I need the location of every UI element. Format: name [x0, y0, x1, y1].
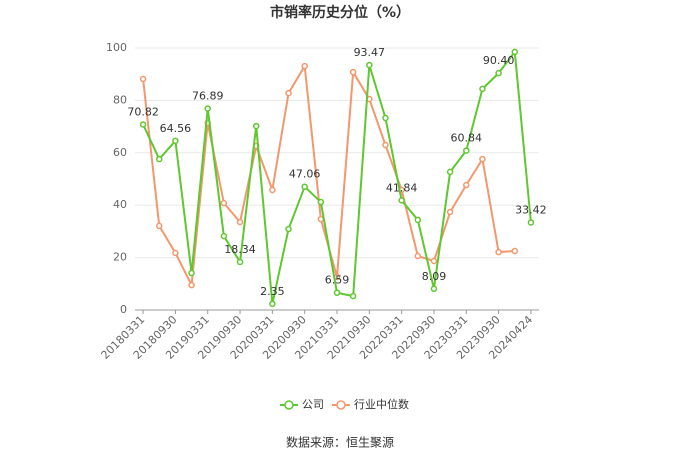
point — [155, 222, 163, 230]
point — [495, 69, 502, 77]
legend-label: 行业中位数 — [354, 397, 409, 411]
point — [236, 218, 244, 226]
value-label: 47.06 — [289, 168, 321, 181]
value-label: 76.89 — [192, 90, 224, 103]
y-tick-label: 80 — [113, 93, 127, 106]
point — [269, 186, 276, 194]
point — [349, 292, 357, 300]
point — [446, 168, 454, 176]
legend-label: 公司 — [302, 398, 324, 411]
point — [317, 198, 325, 206]
point — [446, 208, 454, 216]
value-label: 64.56 — [160, 122, 192, 135]
point — [366, 61, 373, 69]
point — [414, 252, 422, 260]
point — [155, 155, 163, 163]
point — [139, 121, 147, 128]
source: 数据来源：恒生聚源 — [286, 435, 394, 450]
point — [220, 232, 228, 240]
point — [188, 281, 195, 289]
chart-title: 市销率历史分位（%） — [270, 4, 410, 21]
point — [204, 105, 211, 112]
point — [236, 258, 244, 266]
value-label: 41.84 — [386, 181, 418, 194]
value-label: 18.34 — [224, 243, 256, 256]
point — [285, 225, 292, 233]
legend-marker — [284, 400, 294, 410]
point — [430, 257, 438, 265]
y-tick-label: 40 — [113, 198, 127, 211]
point — [511, 48, 519, 56]
y-tick-label: 100 — [106, 41, 127, 54]
point — [139, 75, 147, 83]
point — [479, 85, 486, 93]
point — [301, 62, 308, 70]
point — [479, 155, 486, 163]
point — [382, 114, 389, 122]
value-label: 60.84 — [451, 132, 483, 145]
y-tick-label: 0 — [120, 303, 127, 316]
point — [172, 249, 179, 257]
point — [220, 199, 228, 207]
point — [188, 269, 195, 277]
value-label: 33.42 — [515, 203, 547, 216]
value-label: 90.40 — [483, 54, 515, 67]
point — [414, 216, 422, 224]
point — [527, 219, 535, 226]
point — [252, 122, 260, 130]
point — [333, 289, 341, 296]
point — [463, 147, 470, 154]
point — [269, 300, 276, 308]
point — [349, 68, 357, 76]
value-label: 6.59 — [325, 274, 350, 287]
point — [285, 89, 292, 97]
y-tick-label: 60 — [113, 146, 127, 159]
value-label: 70.82 — [127, 105, 159, 118]
value-label: 93.47 — [354, 46, 386, 59]
point — [382, 141, 389, 149]
point — [463, 181, 470, 189]
y-tick-label: 20 — [113, 251, 127, 264]
point — [430, 285, 438, 293]
value-label: 8.09 — [422, 270, 447, 283]
point — [511, 247, 519, 255]
point — [495, 248, 502, 256]
point — [301, 183, 308, 190]
legend-marker — [336, 400, 346, 410]
point — [172, 137, 179, 145]
point — [398, 197, 405, 204]
value-label: 2.35 — [260, 285, 285, 298]
